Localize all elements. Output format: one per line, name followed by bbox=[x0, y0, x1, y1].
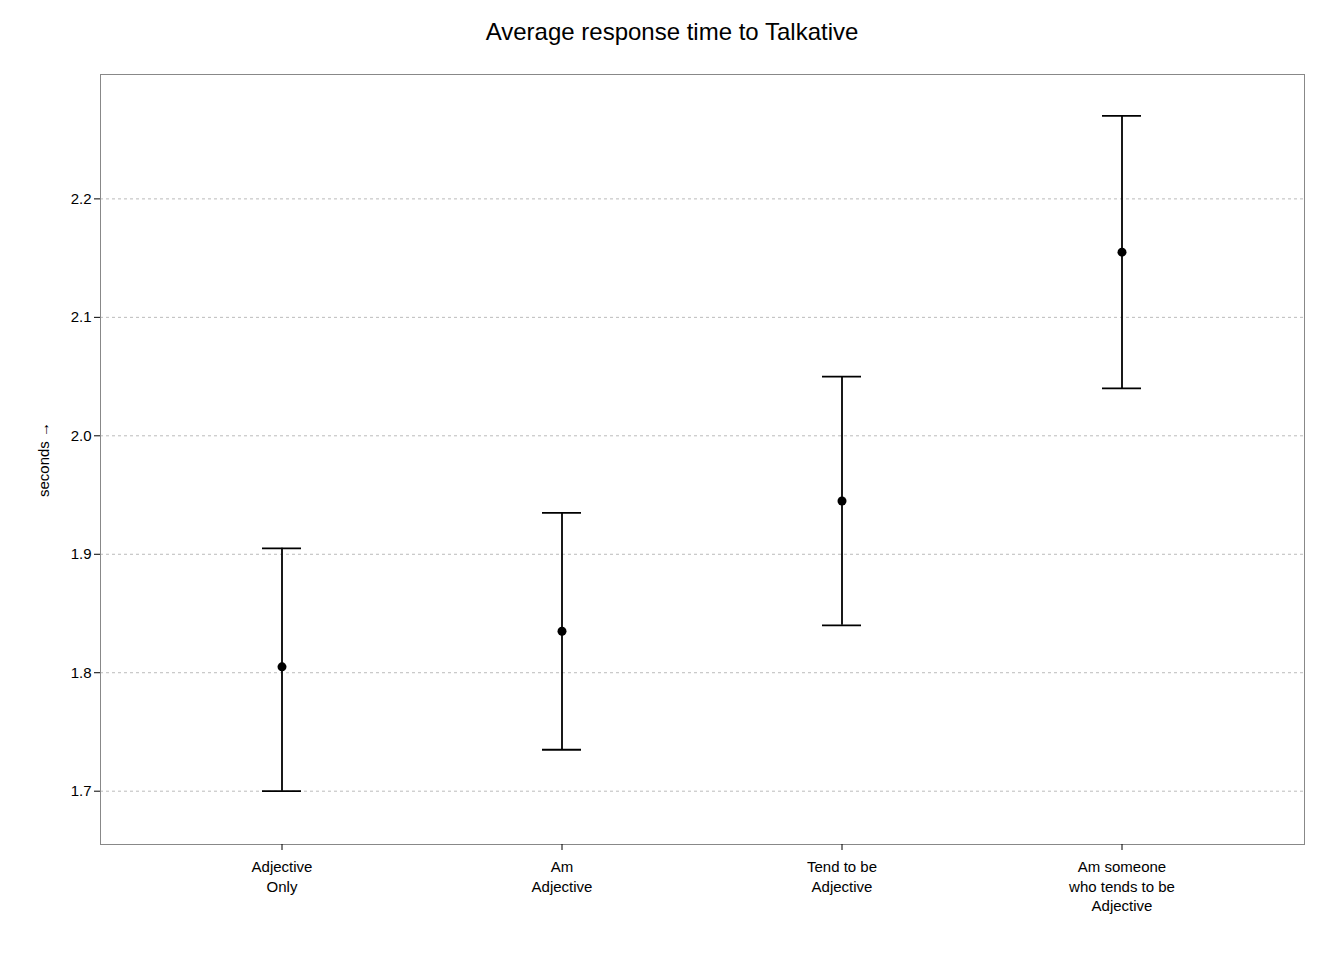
svg-text:2.0: 2.0 bbox=[71, 427, 92, 444]
svg-text:seconds →: seconds → bbox=[35, 422, 52, 497]
svg-text:1.9: 1.9 bbox=[71, 545, 92, 562]
svg-text:2.2: 2.2 bbox=[71, 190, 92, 207]
html-text:Average response time to Talka: Average response time to Talkative bbox=[485, 18, 859, 45]
svg-text:Tend to beAdjective: Tend to beAdjective bbox=[807, 858, 877, 895]
svg-text:AmAdjective: AmAdjective bbox=[532, 858, 593, 895]
svg-text:1.7: 1.7 bbox=[71, 782, 92, 799]
svg-text:AdjectiveOnly: AdjectiveOnly bbox=[252, 858, 313, 895]
svg-text:2.1: 2.1 bbox=[71, 308, 92, 325]
svg-text:1.8: 1.8 bbox=[71, 664, 92, 681]
svg-text:Am someonewho tends to beAdjec: Am someonewho tends to beAdjective bbox=[1068, 858, 1175, 914]
